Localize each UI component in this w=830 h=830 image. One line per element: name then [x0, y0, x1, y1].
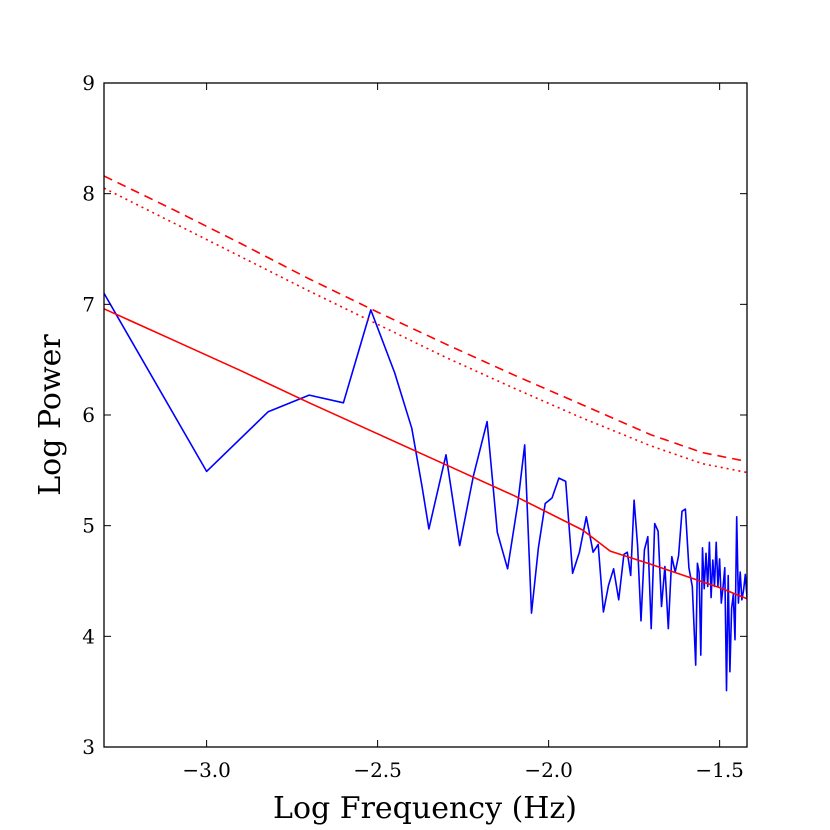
series-line-solid-1 [104, 308, 747, 600]
y-tick-label: 7 [82, 292, 95, 316]
y-tick-label: 4 [82, 624, 95, 648]
y-tick-label: 6 [82, 403, 95, 427]
plot-series [104, 175, 747, 692]
axis-ticks: −3.0 −2.5 −2.0 −1.5 3 4 5 6 7 8 9 [82, 71, 747, 782]
y-tick-label: 5 [82, 514, 95, 538]
plot-frame [103, 82, 748, 748]
x-tick-label: −2.0 [524, 758, 573, 782]
series-line-solid-0 [104, 292, 747, 692]
series-line-dotted-3 [104, 187, 747, 474]
y-tick-label: 3 [82, 735, 95, 759]
x-axis-label: Log Frequency (Hz) [273, 791, 577, 826]
y-tick-label: 9 [82, 71, 95, 95]
x-tick-label: −1.5 [695, 758, 744, 782]
y-tick-label: 8 [82, 182, 95, 206]
series-line-dashed-2 [104, 175, 747, 463]
x-tick-label: −2.5 [353, 758, 402, 782]
y-axis-label: Log Power [33, 334, 68, 496]
x-tick-label: −3.0 [182, 758, 231, 782]
